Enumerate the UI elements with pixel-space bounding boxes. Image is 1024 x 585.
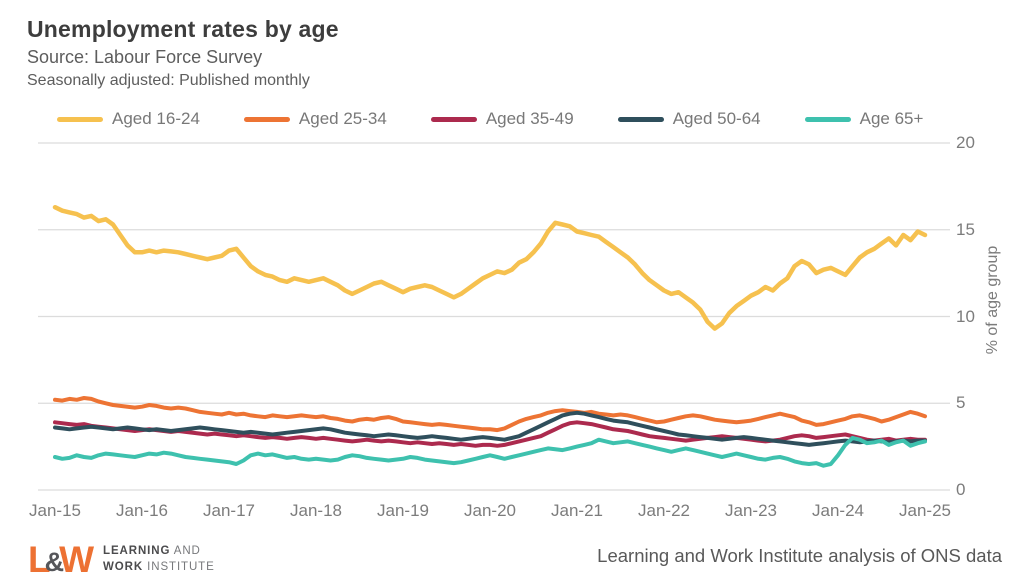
y-axis-label-15: 15 [956, 219, 975, 239]
learning-and-work-institute-logo: L & W LEARNING AND WORK INSTITUTE [28, 541, 215, 578]
series-line-age-65- [53, 435, 927, 468]
logo-ampersand: & [44, 547, 65, 577]
legend-item-age-65-[interactable]: Age 65+ [804, 109, 924, 129]
logo-word-learning: LEARNING [103, 544, 171, 557]
x-axis-label-jan-25: Jan-25 [899, 501, 951, 520]
series-line-aged-16-24 [52, 204, 928, 331]
y-axis-label-5: 5 [956, 393, 966, 413]
x-axis-label-jan-22: Jan-22 [638, 501, 690, 520]
chart-source-subtitle: Source: Labour Force Survey [27, 47, 263, 67]
legend-item-aged-50-64[interactable]: Aged 50-64 [617, 109, 761, 129]
x-axis-label-jan-16: Jan-16 [116, 501, 168, 520]
x-axis-label-jan-18: Jan-18 [290, 501, 342, 520]
legend-label: Aged 16-24 [112, 109, 200, 128]
series-line-aged-25-34 [53, 396, 927, 433]
logo-wordmark: LEARNING AND WORK INSTITUTE [103, 544, 215, 575]
x-axis-label-jan-24: Jan-24 [812, 501, 864, 520]
data-attribution-text: Learning and Work Institute analysis of … [597, 545, 1002, 566]
x-axis-label-jan-20: Jan-20 [464, 501, 516, 520]
legend-item-aged-35-49[interactable]: Aged 35-49 [430, 109, 574, 129]
y-axis-title: % of age group [984, 245, 1001, 355]
legend-label: Aged 35-49 [485, 109, 574, 128]
y-axis-label-0: 0 [956, 480, 966, 499]
x-axis-label-jan-21: Jan-21 [551, 501, 603, 520]
x-axis-label-jan-17: Jan-17 [203, 501, 255, 520]
chart-adjustment-subtitle: Seasonally adjusted: Published monthly [27, 72, 310, 89]
x-axis-label-jan-15: Jan-15 [29, 501, 81, 520]
logo-letter-w: W [59, 539, 94, 580]
series-line-aged-50-64 [53, 410, 927, 447]
x-axis-label-jan-23: Jan-23 [725, 501, 777, 520]
logo-word-and: AND [170, 544, 201, 557]
legend-label: Aged 50-64 [672, 109, 761, 128]
legend-line-swatch-icon [804, 116, 851, 122]
logo-word-institute: INSTITUTE [143, 560, 215, 573]
chart-title: Unemployment rates by age [27, 16, 339, 42]
logo-word-work: WORK [103, 560, 144, 573]
y-axis-label-20: 20 [956, 133, 975, 152]
legend-label: Age 65+ [859, 109, 924, 128]
x-axis-label-jan-19: Jan-19 [377, 501, 429, 520]
lw-logo-mark-icon: L & W [28, 539, 94, 580]
legend-line-swatch-icon [617, 116, 664, 122]
y-axis-label-10: 10 [956, 306, 975, 326]
chart-legend: Aged 16-24 Aged 25-34 Aged 35-49 Aged 50-64… [57, 109, 923, 129]
legend-line-swatch-icon [57, 116, 103, 122]
legend-line-swatch-icon [243, 116, 290, 122]
legend-line-swatch-icon [430, 116, 477, 122]
logo-letter-l: L [28, 539, 51, 580]
legend-label: Aged 25-34 [298, 109, 387, 128]
legend-item-aged-25-34[interactable]: Aged 25-34 [243, 109, 387, 129]
legend-item-aged-16-24[interactable]: Aged 16-24 [57, 109, 200, 129]
